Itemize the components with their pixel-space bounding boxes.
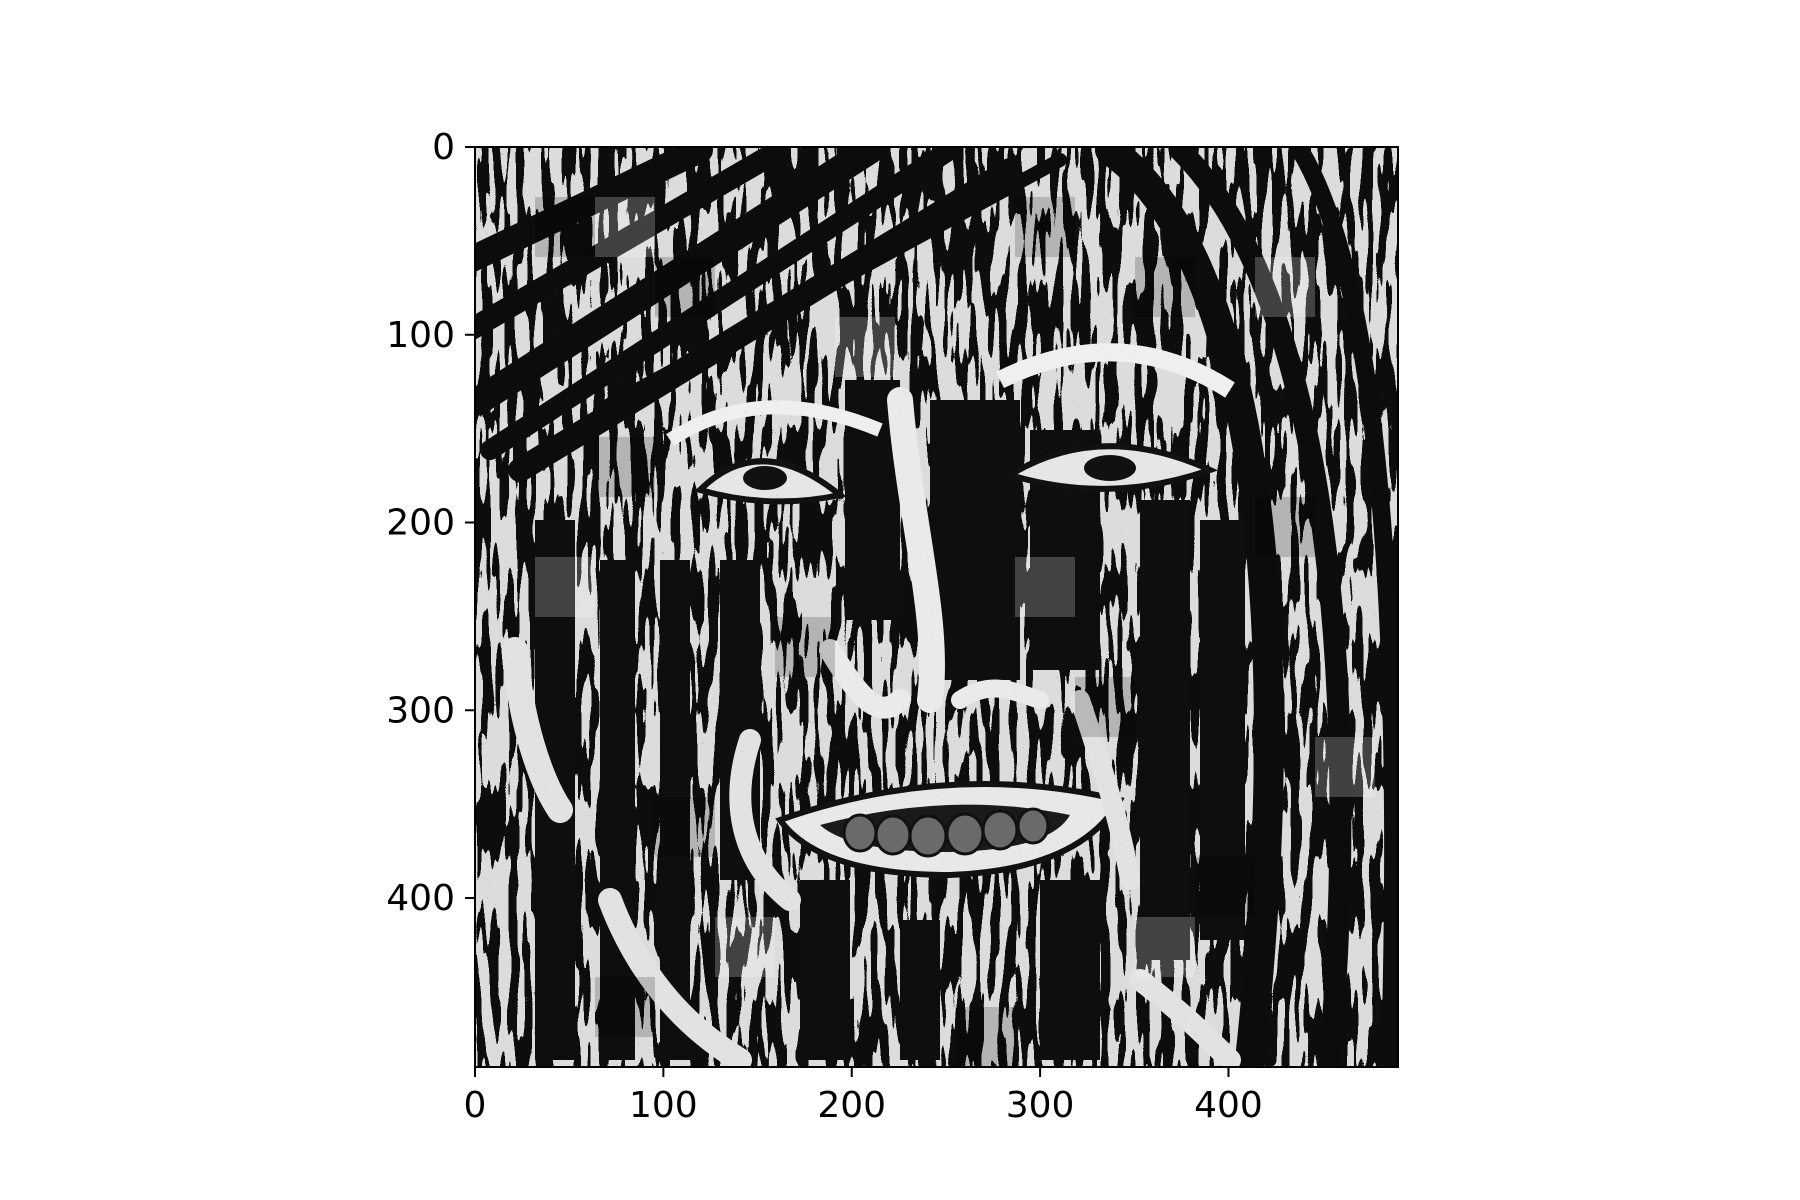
x-tick-label: 100 xyxy=(629,1085,698,1126)
image-area xyxy=(475,147,1398,1067)
block-patches-light xyxy=(535,197,1375,977)
x-tick-label: 200 xyxy=(817,1085,886,1126)
x-tick-label: 300 xyxy=(1006,1085,1075,1126)
y-tick-label: 200 xyxy=(386,503,455,544)
x-tick-label: 400 xyxy=(1194,1085,1263,1126)
x-tick-label: 0 xyxy=(464,1085,487,1126)
x-axis: 0 100 200 300 400 xyxy=(464,1067,1263,1126)
axes-frame xyxy=(474,146,1399,1068)
y-tick-label: 0 xyxy=(432,127,455,168)
y-tick-label: 400 xyxy=(386,878,455,919)
y-tick-label: 300 xyxy=(386,690,455,731)
block-patches xyxy=(535,197,1315,1067)
y-tick-label: 100 xyxy=(386,315,455,356)
y-axis: 0 100 200 300 400 xyxy=(386,127,475,919)
